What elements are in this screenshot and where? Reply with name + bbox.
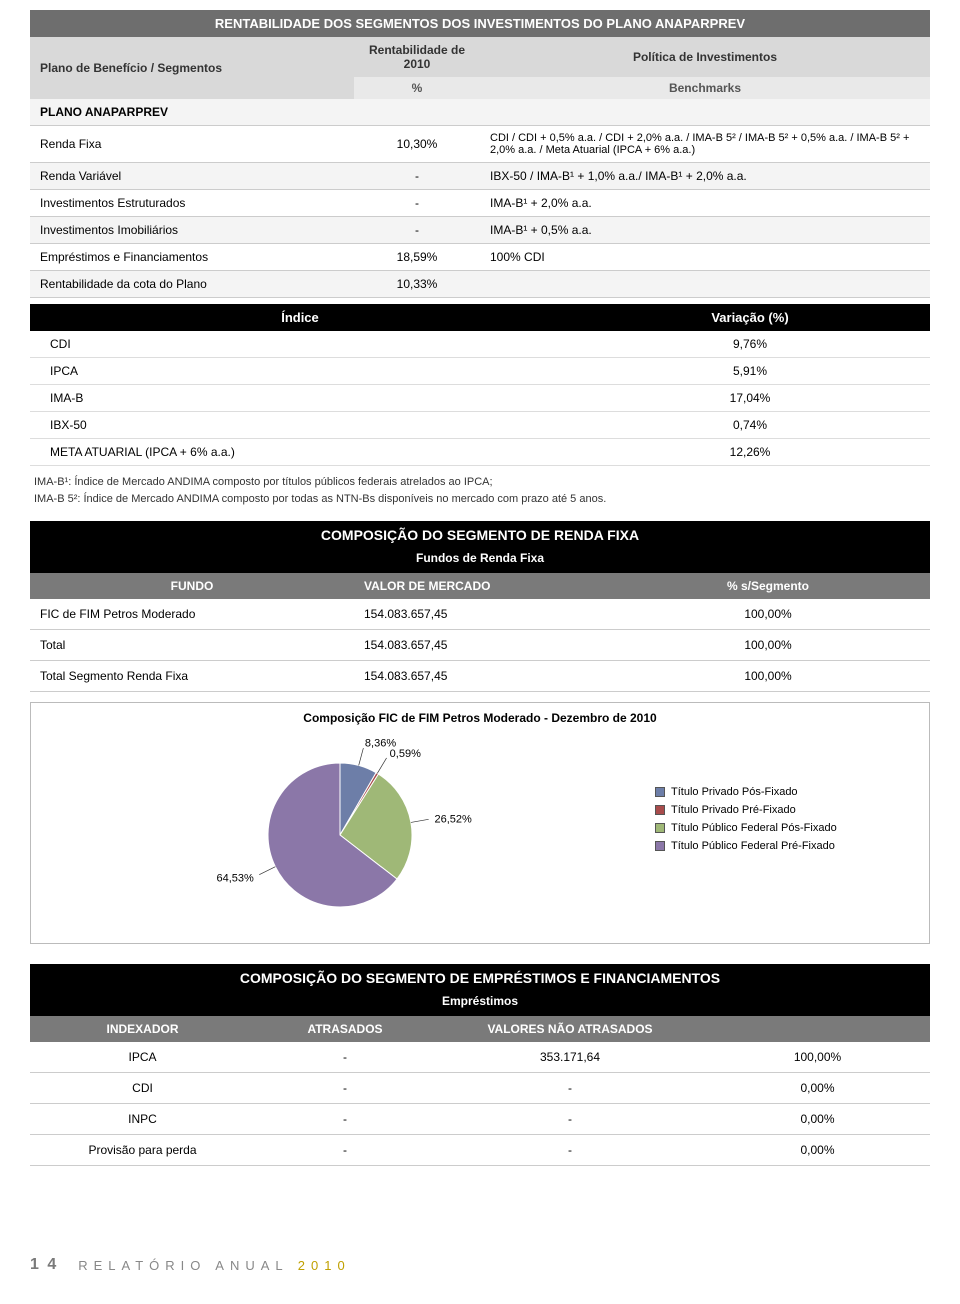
t4-head-atrasados: ATRASADOS xyxy=(255,1016,435,1042)
composicao-renda-fixa-table: COMPOSIÇÃO DO SEGMENTO DE RENDA FIXA Fun… xyxy=(30,521,930,692)
table-row: Total 154.083.657,45 100,00% xyxy=(30,630,930,661)
footer-title: RELATÓRIO ANUAL 2010 xyxy=(78,1258,350,1273)
footnote-2: IMA-B 5²: Índice de Mercado ANDIMA compo… xyxy=(34,491,930,508)
svg-text:0,59%: 0,59% xyxy=(390,748,421,760)
table-row: FIC de FIM Petros Moderado 154.083.657,4… xyxy=(30,599,930,630)
legend-swatch-icon xyxy=(655,805,665,815)
t2-head-variacao: Variação (%) xyxy=(570,304,930,331)
t3-subtitle: Fundos de Renda Fixa xyxy=(30,549,930,573)
t1-head-politica: Política de Investimentos xyxy=(480,37,930,77)
t1-title: RENTABILIDADE DOS SEGMENTOS DOS INVESTIM… xyxy=(30,10,930,37)
t3-head-valor: VALOR DE MERCADO xyxy=(354,573,606,599)
t3-head-pct: % s/Segmento xyxy=(606,573,930,599)
table-row: Provisão para perda - - 0,00% xyxy=(30,1135,930,1166)
legend-label: Título Público Federal Pós-Fixado xyxy=(671,822,837,834)
rentabilidade-table: RENTABILIDADE DOS SEGMENTOS DOS INVESTIM… xyxy=(30,10,930,298)
table-row: CDI - - 0,00% xyxy=(30,1073,930,1104)
indice-table: Índice Variação (%) CDI9,76% IPCA5,91% I… xyxy=(30,304,930,466)
pie-chart-title: Composição FIC de FIM Petros Moderado - … xyxy=(31,711,929,725)
t4-subtitle: Empréstimos xyxy=(30,992,930,1016)
t1-head-bench: Benchmarks xyxy=(480,77,930,99)
table-row: Empréstimos e Financiamentos 18,59% 100%… xyxy=(30,244,930,271)
page-number: 1 4 xyxy=(30,1256,58,1274)
t4-title: COMPOSIÇÃO DO SEGMENTO DE EMPRÉSTIMOS E … xyxy=(30,964,930,992)
emprestimos-table: COMPOSIÇÃO DO SEGMENTO DE EMPRÉSTIMOS E … xyxy=(30,964,930,1166)
table-row: INPC - - 0,00% xyxy=(30,1104,930,1135)
page-footer: 1 4 RELATÓRIO ANUAL 2010 xyxy=(30,1256,930,1274)
legend-label: Título Privado Pós-Fixado xyxy=(671,786,798,798)
legend-item: Título Público Federal Pós-Fixado xyxy=(655,822,915,834)
table-row: Investimentos Imobiliários - IMA-B¹ + 0,… xyxy=(30,217,930,244)
t1-head-rentabilidade: Rentabilidade de 2010 xyxy=(354,37,480,77)
pie-chart: 8,36%0,59%26,52%64,53% xyxy=(45,713,655,925)
legend-label: Título Público Federal Pré-Fixado xyxy=(671,840,835,852)
t3-head-fundo: FUNDO xyxy=(30,573,354,599)
table-row: Investimentos Estruturados - IMA-B¹ + 2,… xyxy=(30,190,930,217)
t4-head-blank xyxy=(705,1016,930,1042)
svg-text:64,53%: 64,53% xyxy=(217,872,255,884)
table-row: Renda Variável - IBX-50 / IMA-B¹ + 1,0% … xyxy=(30,163,930,190)
table-row: CDI9,76% xyxy=(30,331,930,358)
table-row: IMA-B17,04% xyxy=(30,385,930,412)
table-row: IPCA5,91% xyxy=(30,358,930,385)
footnote-1: IMA-B¹: Índice de Mercado ANDIMA compost… xyxy=(34,474,930,491)
pie-chart-container: Composição FIC de FIM Petros Moderado - … xyxy=(30,702,930,944)
table-row: IBX-500,74% xyxy=(30,412,930,439)
legend-item: Título Privado Pós-Fixado xyxy=(655,786,915,798)
table-row: META ATUARIAL (IPCA + 6% a.a.)12,26% xyxy=(30,439,930,466)
legend-swatch-icon xyxy=(655,823,665,833)
t1-plano-row: PLANO ANAPARPREV xyxy=(30,99,930,126)
table-row: Total Segmento Renda Fixa 154.083.657,45… xyxy=(30,661,930,692)
t4-head-nao-atrasados: VALORES NÃO ATRASADOS xyxy=(435,1016,705,1042)
table-row: Renda Fixa 10,30% CDI / CDI + 0,5% a.a. … xyxy=(30,126,930,163)
t4-head-indexador: INDEXADOR xyxy=(30,1016,255,1042)
t1-head-segmentos: Plano de Benefício / Segmentos xyxy=(30,37,354,99)
svg-text:26,52%: 26,52% xyxy=(435,813,473,825)
t1-head-pct: % xyxy=(354,77,480,99)
legend-swatch-icon xyxy=(655,787,665,797)
table-row: IPCA - 353.171,64 100,00% xyxy=(30,1042,930,1073)
table-row: Rentabilidade da cota do Plano 10,33% xyxy=(30,271,930,298)
legend-item: Título Privado Pré-Fixado xyxy=(655,804,915,816)
t3-title: COMPOSIÇÃO DO SEGMENTO DE RENDA FIXA xyxy=(30,521,930,549)
legend-label: Título Privado Pré-Fixado xyxy=(671,804,796,816)
legend-item: Título Público Federal Pré-Fixado xyxy=(655,840,915,852)
t2-head-indice: Índice xyxy=(30,304,570,331)
legend-swatch-icon xyxy=(655,841,665,851)
footnotes: IMA-B¹: Índice de Mercado ANDIMA compost… xyxy=(34,474,930,507)
pie-legend: Título Privado Pós-Fixado Título Privado … xyxy=(655,780,915,858)
